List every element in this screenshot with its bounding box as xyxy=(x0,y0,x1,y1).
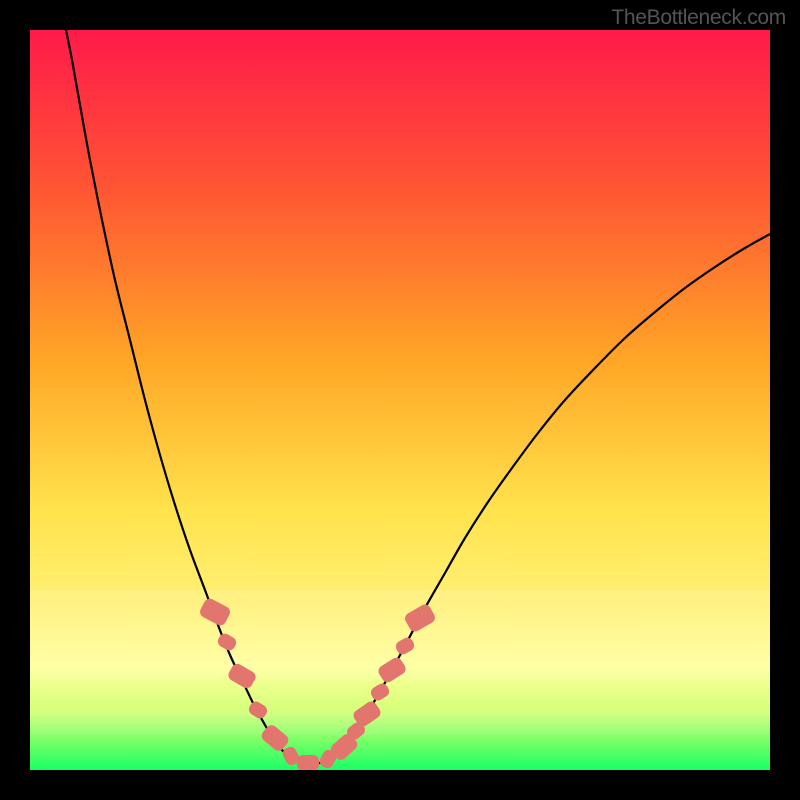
chart-plot-area xyxy=(30,30,770,770)
watermark: TheBottleneck.com xyxy=(611,6,786,30)
chart-svg xyxy=(30,30,770,770)
marker xyxy=(297,755,319,770)
